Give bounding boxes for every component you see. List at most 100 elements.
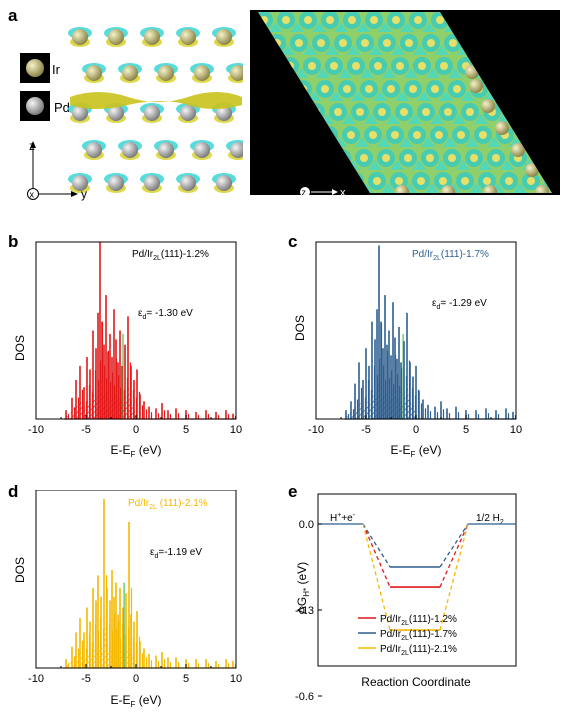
x-out-of-page-icon bbox=[27, 188, 39, 200]
chart-b-title-prefix: Pd/Ir bbox=[132, 249, 154, 260]
chart-e-start-sup2: - bbox=[353, 512, 356, 519]
top-triangle-region bbox=[469, 183, 483, 193]
top-triangle-region bbox=[334, 22, 348, 32]
legend-entry: Pd/Ir2L(111)-1.7% bbox=[380, 629, 457, 642]
chart-e-end-sub: 2 bbox=[500, 519, 504, 526]
pd-atom bbox=[194, 142, 210, 158]
chart-e-ylabel: ΔGH* (eV) bbox=[295, 562, 311, 614]
top-accumulation-region bbox=[483, 177, 491, 185]
top-accumulation-region bbox=[413, 131, 421, 139]
x-arrowhead-icon bbox=[332, 189, 338, 195]
top-accumulation-region bbox=[361, 39, 369, 47]
pd-atom bbox=[158, 142, 174, 158]
top-triangle-region bbox=[408, 114, 422, 124]
z-out-of-page-icon bbox=[299, 186, 311, 195]
top-accumulation-region bbox=[418, 62, 426, 70]
top-triangle-region bbox=[465, 137, 479, 147]
chart-c-annotation: εd= -1.29 eV bbox=[432, 298, 487, 311]
top-triangle-region bbox=[303, 45, 317, 55]
top-triangle-region bbox=[500, 160, 514, 170]
pd-atom bbox=[72, 105, 88, 121]
top-accumulation-region bbox=[457, 131, 465, 139]
top-accumulation-region bbox=[396, 62, 404, 70]
chart-b-title-sub: 2L bbox=[153, 255, 161, 262]
top-triangle-region bbox=[413, 45, 427, 55]
top-triangle-region bbox=[325, 45, 339, 55]
top-accumulation-region bbox=[348, 16, 356, 24]
top-accumulation-region bbox=[370, 16, 378, 24]
top-triangle-region bbox=[356, 22, 370, 32]
dos-chart-c: Pd/Ir2L(111)-1.7% εd= -1.29 eV DOS E-EF … bbox=[293, 241, 522, 459]
chart-d-xlabel-unit: (eV) bbox=[135, 693, 161, 707]
pd-atom bbox=[144, 175, 160, 191]
top-triangle-region bbox=[338, 68, 352, 78]
chart-c-ylabel: DOS bbox=[293, 315, 307, 341]
chart-d-eps: ε bbox=[150, 547, 155, 558]
top-accumulation-region bbox=[387, 85, 395, 93]
top-accumulation-region bbox=[391, 131, 399, 139]
top-accumulation-region bbox=[352, 62, 360, 70]
top-accumulation-region bbox=[422, 108, 430, 116]
pd-atom bbox=[86, 142, 102, 158]
top-triangle-region bbox=[316, 68, 330, 78]
panel-letter-c: c bbox=[288, 232, 298, 251]
chart-c-title-suffix: (111)-1.7% bbox=[441, 249, 489, 260]
panel-letter-e: e bbox=[288, 482, 298, 501]
top-accumulation-region bbox=[404, 154, 412, 162]
chart-e-end-label: 1/2 H2 bbox=[476, 513, 504, 526]
top-triangle-region bbox=[347, 45, 361, 55]
legend-entry-main: Pd/Ir bbox=[380, 644, 402, 655]
top-triangle-region bbox=[434, 160, 448, 170]
chart-e-start-label: H++e- bbox=[330, 512, 356, 524]
top-triangle-region bbox=[290, 22, 304, 32]
axis-y-label: y bbox=[81, 187, 87, 201]
top-accumulation-region bbox=[409, 85, 417, 93]
top-triangle-region bbox=[351, 91, 365, 101]
ir-atom bbox=[108, 29, 124, 45]
top-triangle-region bbox=[377, 137, 391, 147]
top-triangle-region bbox=[483, 91, 497, 101]
chart-d-title-suffix: (111)-2.1% bbox=[157, 498, 208, 509]
top-triangle-region bbox=[430, 114, 444, 124]
top-accumulation-region bbox=[436, 16, 444, 24]
chart-d-title-prefix: Pd/Ir bbox=[128, 498, 150, 509]
top-triangle-region bbox=[443, 137, 457, 147]
chart-e-start-mid: +e bbox=[341, 513, 353, 524]
top-triangle-region bbox=[391, 45, 405, 55]
charge-density-side-structure bbox=[68, 25, 243, 200]
top-triangle-region bbox=[364, 114, 378, 124]
ir-atom bbox=[86, 65, 102, 81]
ir-atom bbox=[158, 65, 174, 81]
x-tick-label: 10 bbox=[230, 424, 242, 436]
top-triangle-region bbox=[381, 183, 395, 193]
top-accumulation-region bbox=[373, 177, 381, 185]
chart-c-xlabel-sub: F bbox=[411, 450, 416, 459]
chart-d-xlabel-sub: F bbox=[131, 700, 136, 709]
top-triangle-region bbox=[400, 22, 414, 32]
top-triangle-region bbox=[452, 114, 466, 124]
top-triangle-region bbox=[474, 114, 488, 124]
legend-entry-main: Pd/Ir bbox=[380, 629, 402, 640]
top-accumulation-region bbox=[339, 39, 347, 47]
top-accumulation-region bbox=[321, 85, 329, 93]
top-triangle-region bbox=[426, 68, 440, 78]
free-energy-chart-e: ΔGH* (eV) Reaction Coordinate H++e- 1/2 … bbox=[295, 493, 517, 703]
pd-atom bbox=[180, 175, 196, 191]
chart-d-ylabel: DOS bbox=[13, 557, 27, 583]
transition-dash-left bbox=[362, 523, 391, 588]
top-accumulation-region bbox=[382, 154, 390, 162]
top-triangle-region bbox=[456, 160, 470, 170]
x-tick-label: 0 bbox=[133, 673, 139, 685]
pd-atom bbox=[108, 105, 124, 121]
ir-atom bbox=[72, 29, 88, 45]
chart-b-xlabel-sub: F bbox=[131, 450, 136, 459]
legend-entry-suffix: (111)-1.2% bbox=[409, 614, 457, 625]
top-accumulation-region bbox=[427, 39, 435, 47]
top-triangle-region bbox=[382, 68, 396, 78]
ir-atom bbox=[230, 65, 243, 81]
top-accumulation-region bbox=[400, 108, 408, 116]
chart-e-start-sup1: + bbox=[337, 512, 341, 519]
y-tick-label: -0.3 bbox=[295, 605, 314, 617]
x-tick-label: 10 bbox=[230, 673, 242, 685]
top-triangle-region bbox=[369, 45, 383, 55]
